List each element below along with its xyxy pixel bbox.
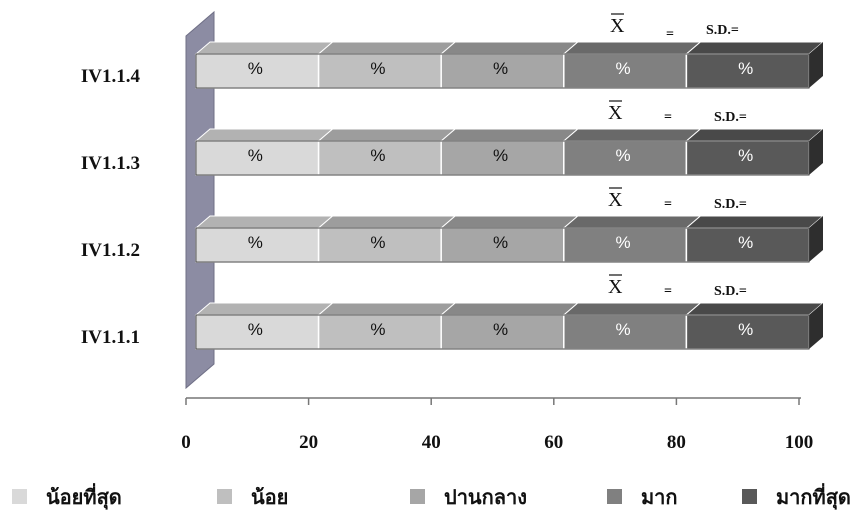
bar-value-label: % <box>493 59 508 78</box>
bar-value-label: % <box>248 146 263 165</box>
x-tick-label: 100 <box>785 432 814 453</box>
bar-outline <box>195 227 810 263</box>
legend-swatch <box>12 489 27 504</box>
bar-value-label: % <box>370 59 385 78</box>
category-label: IV1.1.2 <box>81 240 140 261</box>
bar-segment-top <box>685 215 825 229</box>
bar-outline <box>195 314 810 350</box>
bar-outline <box>195 53 810 89</box>
x-tick-label: 0 <box>181 432 191 453</box>
mean-symbol: X <box>608 102 623 124</box>
sd-label: S.D.= <box>714 284 747 299</box>
bar-segment-top <box>562 215 702 229</box>
mean-equals: = <box>664 197 672 212</box>
bar-segment-top <box>685 128 825 142</box>
bar-segment-top <box>439 302 580 316</box>
bar-value-label: % <box>738 146 753 165</box>
x-tick-label: 40 <box>422 432 441 453</box>
mean-equals: = <box>664 110 672 125</box>
bar-value-label: % <box>370 320 385 339</box>
bar-value-label: % <box>493 233 508 252</box>
category-label: IV1.1.1 <box>81 327 140 348</box>
chart-back-wall <box>185 10 215 390</box>
bar-value-label: % <box>248 320 263 339</box>
x-tick-label: 60 <box>544 432 563 453</box>
mean-equals: = <box>664 284 672 299</box>
bar-segment-top <box>317 302 457 316</box>
bar-value-label: % <box>616 59 631 78</box>
legend-swatch <box>607 489 622 504</box>
bar-segment <box>563 140 688 176</box>
bar-value-label: % <box>248 59 263 78</box>
bar-end-face <box>809 216 823 262</box>
bar-segment-top <box>317 215 457 229</box>
bar-value-label: % <box>738 233 753 252</box>
sd-label: S.D.= <box>706 23 739 38</box>
bar-value-label: % <box>616 320 631 339</box>
bar-segment-top <box>194 302 334 316</box>
bar-value-label: % <box>370 146 385 165</box>
mean-symbol: X <box>608 276 623 298</box>
sd-label: S.D.= <box>714 197 747 212</box>
bar-segment-top <box>194 128 334 142</box>
bar-segment <box>563 227 688 263</box>
bar-segment-top <box>317 128 457 142</box>
bar-segment-top <box>562 41 702 55</box>
x-tick-label: 80 <box>667 432 686 453</box>
bar-segment <box>317 227 442 263</box>
legend-label: น้อยที่สุด <box>46 482 122 510</box>
bar-value-label: % <box>493 320 508 339</box>
bar-segment-top <box>562 128 702 142</box>
x-tick-label: 20 <box>299 432 318 453</box>
category-label: IV1.1.3 <box>81 153 140 174</box>
bar-value-label: % <box>738 59 753 78</box>
bar-value-label: % <box>370 233 385 252</box>
bar-end-face <box>809 303 823 349</box>
bar-segment <box>685 140 810 176</box>
legend-label: มาก <box>641 485 678 509</box>
legend-label: มากที่สุด <box>776 482 851 510</box>
bar-value-label: % <box>248 233 263 252</box>
bar-segment-top <box>685 302 825 316</box>
bar-segment <box>685 227 810 263</box>
legend-label: ปานกลาง <box>444 485 527 509</box>
bar-segment-top <box>317 41 457 55</box>
bar-value-label: % <box>616 233 631 252</box>
legend-swatch <box>410 489 425 504</box>
bar-segment-top <box>562 302 702 316</box>
legend-swatch <box>217 489 232 504</box>
bar-end-face <box>809 129 823 175</box>
bar-segment-top <box>439 128 580 142</box>
bar-segment-top <box>194 41 334 55</box>
bar-segment-top <box>439 215 580 229</box>
bar-segment-top <box>439 41 580 55</box>
legend-label: น้อย <box>251 485 288 509</box>
bar-value-label: % <box>616 146 631 165</box>
bar-end-face <box>809 42 823 88</box>
bar-outline <box>195 140 810 176</box>
mean-symbol: X <box>608 189 623 211</box>
mean-equals: = <box>666 27 674 42</box>
bar-value-label: % <box>493 146 508 165</box>
bar-segment-top <box>194 215 334 229</box>
sd-label: S.D.= <box>714 110 747 125</box>
legend-swatch <box>742 489 757 504</box>
bar-value-label: % <box>738 320 753 339</box>
category-label: IV1.1.4 <box>81 66 141 87</box>
bar-segment-top <box>685 41 825 55</box>
mean-symbol: X <box>610 15 625 37</box>
